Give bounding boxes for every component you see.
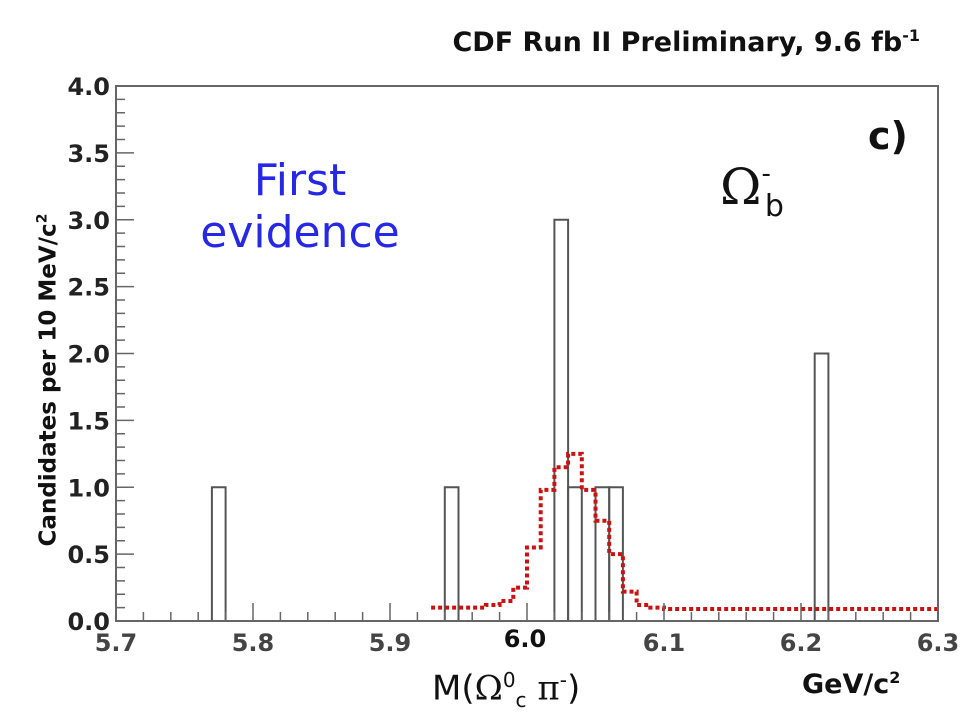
x-tick-label: 6.3 [917, 629, 960, 657]
x-axis-label-omega-sub: c [515, 688, 527, 713]
highlighted-tick-label: 6.0 [496, 622, 554, 656]
particle-subscript: b [764, 189, 784, 224]
y-axis-label: Candidates per 10 MeV/c2 [35, 170, 62, 590]
evidence-line-2: evidence [200, 207, 400, 258]
experiment-label-text: CDF Run II Preliminary, 9.6 fb [452, 27, 903, 58]
x-tick-label: 5.7 [95, 629, 138, 657]
x-axis-label-omega: Ω [474, 668, 503, 709]
y-tick-label: 3.5 [67, 140, 110, 168]
histogram-bar [443, 486, 460, 622]
x-axis-label-pi: π [537, 668, 560, 709]
y-tick-label: 1.0 [67, 474, 110, 502]
x-axis-label-omega-sup: 0 [502, 668, 516, 692]
panel-label: c) [868, 114, 908, 158]
particle-symbol: Ω [720, 158, 762, 216]
fit-curve [431, 451, 938, 611]
particle-label: Ω-b [720, 158, 784, 224]
y-tick-label: 0.0 [67, 608, 110, 636]
x-tick-label: 6.2 [780, 629, 823, 657]
x-axis-label: M(Ω0c π-) [432, 668, 580, 712]
y-axis-label-sup: 2 [34, 213, 51, 224]
experiment-label-sup: -1 [902, 26, 920, 45]
x-tick-label: 5.9 [369, 629, 412, 657]
x-axis-label-suffix: ) [566, 668, 581, 709]
x-axis-label-prefix: M( [432, 668, 475, 709]
evidence-line-1: First [253, 155, 347, 206]
x-tick-label: 6.1 [643, 629, 686, 657]
y-tick-label: 2.0 [67, 341, 110, 369]
y-tick-label: 0.5 [67, 541, 110, 569]
x-axis-label-pi-sup: - [559, 668, 567, 692]
y-tick-label: 1.5 [67, 407, 110, 435]
y-tick-label: 4.0 [67, 73, 110, 101]
histogram-bar [813, 352, 830, 622]
histogram-bar [553, 218, 570, 622]
y-axis-label-text: Candidates per 10 MeV/c [35, 223, 62, 547]
y-tick-label: 2.5 [67, 274, 110, 302]
first-evidence-annotation: First evidence [170, 155, 430, 259]
histogram-bar [210, 486, 227, 622]
histogram-bar [567, 486, 583, 622]
x-axis-units-sup: 2 [889, 668, 901, 687]
y-tick-label: 3.0 [67, 207, 110, 235]
particle-charge: - [761, 159, 771, 189]
x-axis-units-text: GeV/c [802, 669, 890, 700]
experiment-label: CDF Run II Preliminary, 9.6 fb-1 [452, 26, 920, 58]
x-tick-label: 5.8 [232, 629, 275, 657]
x-axis-units: GeV/c2 [802, 668, 900, 700]
histogram-bar [594, 486, 611, 622]
